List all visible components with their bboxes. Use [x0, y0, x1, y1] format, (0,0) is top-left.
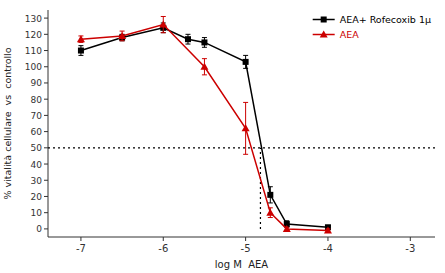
y-tick [44, 34, 48, 35]
point [77, 35, 85, 42]
error-bar-cap [161, 32, 166, 33]
y-tick [44, 66, 48, 67]
x-tick-label: -6 [158, 243, 168, 254]
x-tick-label: -5 [241, 243, 251, 254]
y-tick [44, 115, 48, 116]
y-tick [44, 196, 48, 197]
x-tick [163, 237, 164, 241]
y-tick [44, 212, 48, 213]
error-bar [243, 55, 248, 68]
x-tick [80, 237, 81, 241]
legend-marker [320, 31, 328, 38]
error-bar-cap [268, 207, 273, 208]
y-tick [44, 164, 48, 165]
y-tick-label: 10 [31, 208, 43, 218]
y-tick-label: 120 [25, 30, 42, 40]
error-bar [78, 46, 83, 56]
point [159, 21, 167, 28]
y-tick [44, 131, 48, 132]
error-bar-cap [268, 202, 273, 203]
error-bar [185, 34, 190, 44]
point [283, 225, 291, 232]
error-bar-cap [243, 154, 248, 155]
error-bar-cap [161, 16, 166, 17]
point [78, 48, 84, 54]
error-bar-cap [120, 40, 125, 41]
legend-label: AEA [340, 29, 360, 40]
error-bar-cap [78, 55, 83, 56]
plot-area [48, 16, 435, 233]
y-axis-line [48, 10, 49, 237]
y-tick-label: 50 [31, 143, 43, 153]
x-tick-label: -4 [323, 243, 333, 254]
point [242, 124, 250, 131]
y-tick [44, 147, 48, 148]
y-tick-label: 0 [36, 224, 42, 234]
point [324, 227, 332, 234]
chart: -7 -6 -5 -4 -3 0 10 20 30 40 50 60 70 80 90 100 110 120 13… [0, 0, 445, 273]
error-bar [268, 187, 273, 203]
point [185, 36, 191, 42]
y-tick-label: 80 [31, 95, 43, 105]
legend-label: AEA+ Rofecoxib 1μ [340, 14, 431, 25]
error-bar-cap [268, 217, 273, 218]
error-bar-cap [78, 45, 83, 46]
point [200, 63, 208, 70]
y-tick-label: 130 [25, 14, 42, 24]
y-tick [44, 50, 48, 51]
error-bar-cap [161, 32, 166, 33]
y-tick [44, 82, 48, 83]
error-bar-cap [120, 31, 125, 32]
error-bar-cap [268, 186, 273, 187]
reference-hline [48, 147, 435, 148]
y-tick-label: 110 [25, 46, 42, 56]
y-tick [44, 228, 48, 229]
y-tick [44, 180, 48, 181]
x-tick [245, 237, 246, 241]
reference-vline [260, 148, 261, 229]
error-bar-cap [243, 102, 248, 103]
y-tick [44, 18, 48, 19]
y-tick-label: 70 [31, 111, 43, 121]
series-line [81, 25, 328, 231]
error-bar-cap [120, 40, 125, 41]
axes: -7 -6 -5 -4 -3 0 10 20 30 40 50 60 70 80 90 100 110 120 13… [25, 10, 435, 254]
legend-marker [321, 17, 327, 23]
y-tick [44, 99, 48, 100]
x-axis-line [48, 237, 435, 238]
error-bar-cap [202, 74, 207, 75]
series [77, 16, 332, 233]
point [243, 59, 249, 65]
series [78, 23, 331, 230]
x-tick-label: -3 [405, 243, 415, 254]
error-bar-cap [243, 68, 248, 69]
error-bar-cap [185, 34, 190, 35]
y-axis-label: % vitalità cellulare vs controllo [2, 47, 13, 199]
x-axis-label: log M AEA [215, 259, 269, 270]
x-tick [327, 237, 328, 241]
error-bar [202, 38, 207, 48]
series-line [81, 28, 328, 227]
y-tick-label: 60 [31, 127, 43, 137]
y-tick-label: 30 [31, 176, 43, 186]
y-tick-label: 100 [25, 62, 42, 72]
x-tick [410, 237, 411, 241]
error-bar-cap [185, 44, 190, 45]
point [118, 32, 126, 39]
y-tick-label: 40 [31, 160, 43, 170]
x-tick-label: -7 [76, 243, 86, 254]
y-tick-label: 90 [31, 78, 43, 88]
y-tick-label: 20 [31, 192, 43, 202]
legend: AEA+ Rofecoxib 1μ AEA [313, 14, 431, 40]
error-bar-cap [243, 55, 248, 56]
error-bar-cap [202, 37, 207, 38]
error-bar-cap [202, 47, 207, 48]
error-bar-cap [202, 58, 207, 59]
point [267, 192, 273, 198]
point [201, 39, 207, 45]
point [266, 209, 274, 216]
